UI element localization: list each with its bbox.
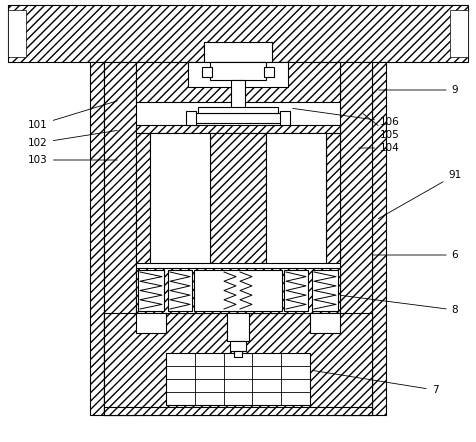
Bar [188, 113, 288, 123]
Bar [136, 268, 340, 313]
Text: 105: 105 [363, 114, 400, 140]
Bar [264, 67, 274, 77]
Bar [280, 111, 290, 125]
Bar [340, 62, 372, 415]
Bar [166, 353, 310, 405]
Bar [138, 270, 164, 311]
Bar [210, 133, 266, 263]
Bar [372, 62, 386, 415]
Text: 7: 7 [313, 370, 438, 395]
Bar [188, 62, 288, 87]
Bar [104, 313, 372, 415]
Text: 91: 91 [378, 170, 462, 219]
Bar [136, 313, 166, 333]
Bar [266, 133, 326, 263]
Bar [227, 313, 249, 341]
Bar [168, 270, 192, 311]
Bar [284, 270, 308, 311]
Bar [104, 407, 372, 415]
Bar [210, 62, 266, 80]
Bar [326, 133, 340, 263]
Bar [310, 313, 340, 333]
Text: 102: 102 [28, 130, 117, 148]
Text: 8: 8 [341, 295, 458, 315]
Bar [150, 133, 210, 263]
Bar [104, 62, 136, 415]
Bar [136, 62, 340, 102]
Text: 9: 9 [379, 85, 458, 95]
Text: 104: 104 [359, 143, 400, 153]
Bar [136, 133, 150, 263]
Bar [8, 10, 26, 57]
Text: 103: 103 [28, 155, 117, 165]
Bar [204, 42, 272, 62]
Bar [234, 351, 242, 357]
Text: 6: 6 [373, 250, 458, 260]
Text: 106: 106 [293, 108, 400, 127]
Bar [312, 270, 338, 311]
Bar [194, 270, 282, 311]
Bar [450, 10, 468, 57]
Bar [8, 5, 468, 62]
Text: 101: 101 [28, 101, 118, 130]
Bar [198, 107, 278, 113]
Bar [230, 341, 246, 351]
Bar [90, 62, 104, 415]
Bar [186, 111, 196, 125]
Bar [136, 125, 340, 133]
Bar [202, 67, 212, 77]
Bar [231, 80, 245, 110]
